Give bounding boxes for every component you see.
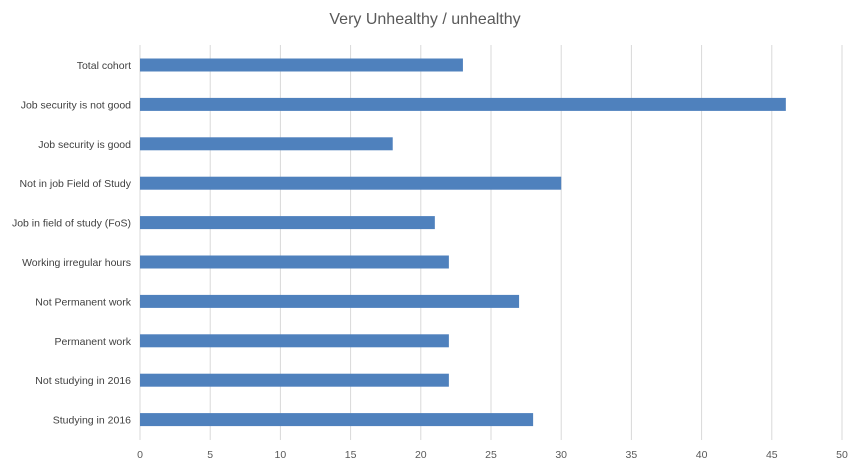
category-label: Total cohort — [77, 60, 131, 72]
x-tick-label: 40 — [696, 449, 708, 461]
bar — [140, 334, 449, 348]
bars — [140, 58, 786, 427]
x-tick-label: 20 — [415, 449, 427, 461]
bar — [140, 413, 534, 427]
x-tick-label: 30 — [555, 449, 567, 461]
category-label: Not studying in 2016 — [35, 375, 131, 387]
x-tick-label: 50 — [836, 449, 848, 461]
category-label: Permanent work — [55, 336, 132, 348]
category-label: Job security is good — [38, 139, 131, 151]
bar — [140, 176, 562, 190]
category-label: Not Permanent work — [35, 296, 131, 308]
bar — [140, 137, 393, 151]
bar — [140, 255, 449, 269]
category-label: Studying in 2016 — [53, 415, 131, 427]
bar — [140, 216, 435, 230]
x-tick-label: 15 — [345, 449, 357, 461]
bar — [140, 294, 520, 308]
bar — [140, 97, 786, 111]
category-label: Not in job Field of Study — [20, 178, 132, 190]
x-tick-label: 45 — [766, 449, 778, 461]
x-tick-label: 25 — [485, 449, 497, 461]
category-label: Working irregular hours — [22, 257, 131, 269]
x-axis-tick-labels: 0 5 10 15 20 25 30 35 40 45 50 — [137, 449, 848, 461]
chart-title: Very Unhealthy / unhealthy — [329, 11, 520, 28]
category-label: Job security is not good — [21, 99, 131, 111]
x-tick-label: 0 — [137, 449, 143, 461]
x-tick-label: 5 — [207, 449, 213, 461]
category-labels: Total cohort Job security is not good Job … — [12, 60, 132, 427]
bar — [140, 373, 449, 387]
x-tick-label: 35 — [626, 449, 638, 461]
bar — [140, 58, 463, 72]
category-label: Job in field of study (FoS) — [12, 218, 131, 230]
x-tick-label: 10 — [275, 449, 287, 461]
